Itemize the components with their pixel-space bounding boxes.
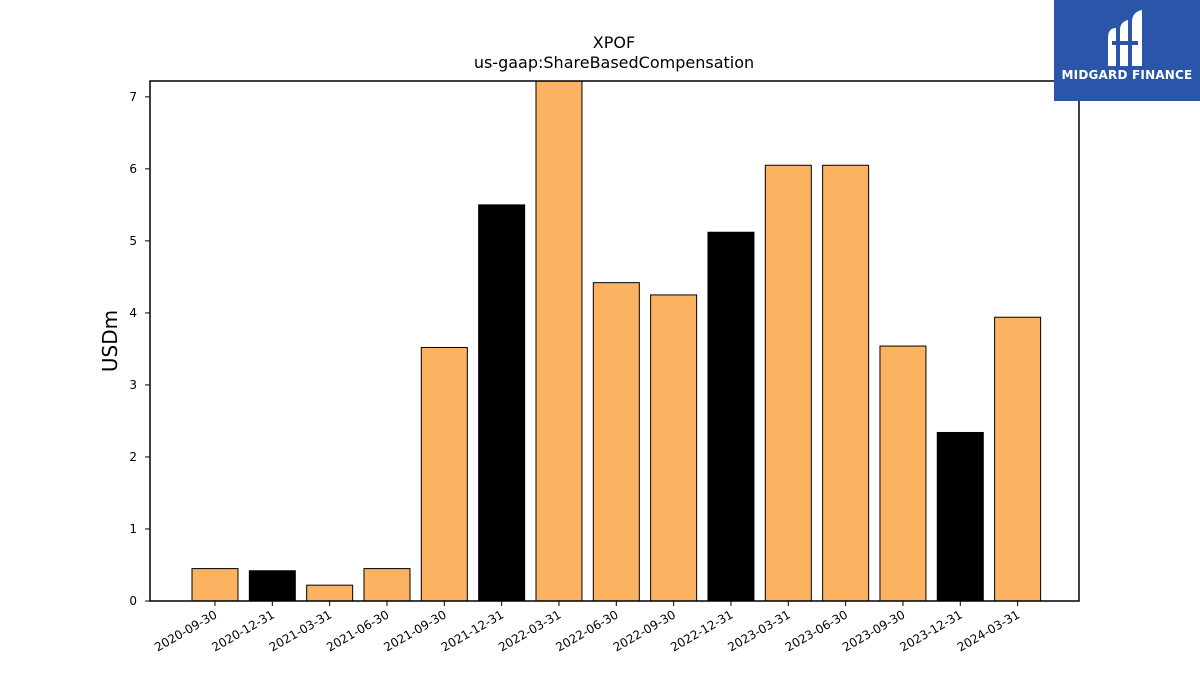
y-ticks-group: 0 1 2 3 4 5 6 7: [129, 90, 150, 608]
x-tick-label: 2020-09-30: [152, 607, 219, 654]
bar-2021-09-30: [420, 346, 468, 602]
bar-2023-09-30: [879, 345, 927, 602]
y-tick-label: 1: [129, 522, 137, 536]
bar-2023-12-31: [936, 431, 984, 602]
chart-title: XPOF: [593, 33, 635, 52]
x-tick-label: 2024-03-31: [955, 607, 1022, 654]
bar-2021-06-30: [363, 568, 411, 602]
plot-frame: [149, 80, 1080, 602]
chart-subtitle: us-gaap:ShareBasedCompensation: [474, 53, 754, 72]
bar-2022-03-31: [535, 80, 583, 602]
y-tick-label: 4: [129, 306, 137, 320]
x-tick-label: 2022-06-30: [553, 607, 620, 654]
midgard-logo-icon: [1108, 10, 1142, 66]
x-ticks-group: 2020-09-302020-12-312021-03-312021-06-30…: [152, 601, 1022, 654]
x-tick-label: 2023-06-30: [783, 607, 850, 654]
y-axis-label: USDm: [98, 310, 122, 372]
x-tick-label: 2021-03-31: [267, 607, 334, 654]
logo-text: MIDGARD FINANCE: [1061, 68, 1193, 82]
x-tick-label: 2023-03-31: [725, 607, 792, 654]
x-tick-label: 2022-09-30: [611, 607, 678, 654]
bar-2021-03-31: [306, 584, 354, 602]
x-tick-label: 2021-09-30: [381, 607, 448, 654]
x-tick-label: 2022-12-31: [668, 607, 735, 654]
x-tick-label: 2021-12-31: [439, 607, 506, 654]
y-tick-label: 5: [129, 234, 137, 248]
y-tick-label: 3: [129, 378, 137, 392]
midgard-finance-logo: MIDGARD FINANCE: [1054, 0, 1200, 101]
bar-2023-03-31: [764, 164, 812, 602]
bar-2021-12-31: [478, 204, 526, 602]
x-tick-label: 2020-12-31: [209, 607, 276, 654]
bar-2022-09-30: [650, 294, 698, 602]
x-tick-label: 2022-03-31: [496, 607, 563, 654]
y-tick-label: 7: [129, 90, 137, 104]
bar-2022-06-30: [592, 282, 640, 602]
bars-group: [191, 80, 1042, 602]
bar-2020-09-30: [191, 568, 239, 602]
bar-2022-12-31: [707, 231, 755, 602]
bar-2023-06-30: [822, 164, 870, 602]
y-tick-label: 0: [129, 594, 137, 608]
x-tick-label: 2021-06-30: [324, 607, 391, 654]
bar-2020-12-31: [248, 570, 296, 602]
x-tick-label: 2023-09-30: [840, 607, 907, 654]
y-tick-label: 2: [129, 450, 137, 464]
y-tick-label: 6: [129, 162, 137, 176]
x-tick-label: 2023-12-31: [897, 607, 964, 654]
bar-2024-03-31: [994, 316, 1042, 602]
